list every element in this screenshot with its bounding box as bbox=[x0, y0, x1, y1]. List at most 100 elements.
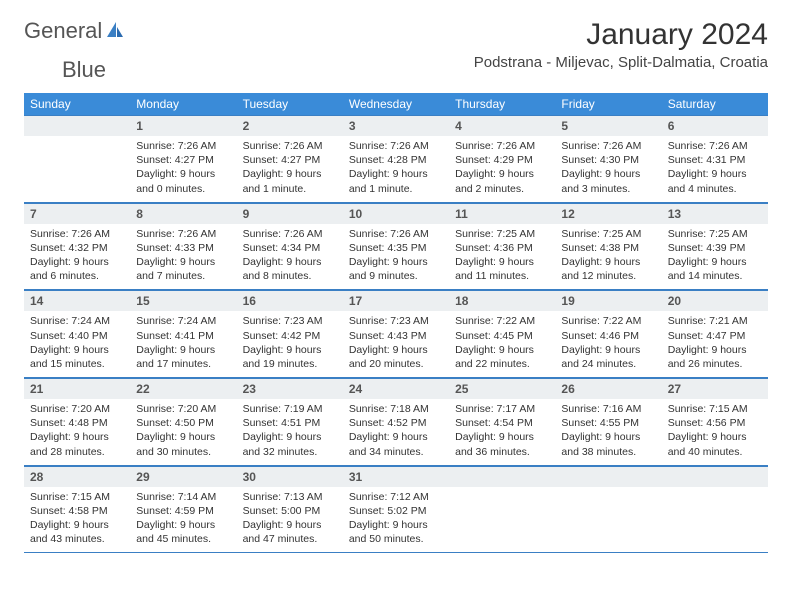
brand-word1: General bbox=[24, 18, 102, 44]
calendar-day-cell: 26Sunrise: 7:16 AMSunset: 4:55 PMDayligh… bbox=[555, 378, 661, 466]
calendar-day-cell: 10Sunrise: 7:26 AMSunset: 4:35 PMDayligh… bbox=[343, 202, 449, 290]
day-detail-line: and 2 minutes. bbox=[455, 182, 549, 196]
day-detail-line: Sunset: 4:58 PM bbox=[30, 504, 124, 518]
day-detail-line: and 22 minutes. bbox=[455, 357, 549, 371]
day-detail-line: Daylight: 9 hours bbox=[349, 255, 443, 269]
day-detail-line: Daylight: 9 hours bbox=[561, 255, 655, 269]
day-body: Sunrise: 7:26 AMSunset: 4:30 PMDaylight:… bbox=[555, 136, 661, 202]
day-number: 1 bbox=[130, 115, 236, 136]
day-number: 27 bbox=[662, 378, 768, 399]
day-body: Sunrise: 7:22 AMSunset: 4:45 PMDaylight:… bbox=[449, 311, 555, 377]
day-detail-line: Sunset: 4:46 PM bbox=[561, 329, 655, 343]
day-body: Sunrise: 7:22 AMSunset: 4:46 PMDaylight:… bbox=[555, 311, 661, 377]
day-detail-line: Sunrise: 7:16 AM bbox=[561, 402, 655, 416]
day-detail-line: Sunrise: 7:18 AM bbox=[349, 402, 443, 416]
day-detail-line: Sunset: 4:41 PM bbox=[136, 329, 230, 343]
calendar-day-cell: 31Sunrise: 7:12 AMSunset: 5:02 PMDayligh… bbox=[343, 465, 449, 553]
day-detail-line: and 17 minutes. bbox=[136, 357, 230, 371]
day-body: Sunrise: 7:15 AMSunset: 4:56 PMDaylight:… bbox=[662, 399, 768, 465]
day-detail-line: Daylight: 9 hours bbox=[668, 255, 762, 269]
weekday-header-row: Sunday Monday Tuesday Wednesday Thursday… bbox=[24, 93, 768, 115]
day-number: 21 bbox=[24, 378, 130, 399]
day-detail-line bbox=[561, 504, 655, 518]
calendar-table: Sunday Monday Tuesday Wednesday Thursday… bbox=[24, 93, 768, 553]
day-detail-line: Sunrise: 7:19 AM bbox=[243, 402, 337, 416]
day-detail-line: and 32 minutes. bbox=[243, 445, 337, 459]
day-detail-line: Sunset: 4:39 PM bbox=[668, 241, 762, 255]
day-detail-line: and 40 minutes. bbox=[668, 445, 762, 459]
day-body: Sunrise: 7:26 AMSunset: 4:33 PMDaylight:… bbox=[130, 224, 236, 290]
day-detail-line: and 38 minutes. bbox=[561, 445, 655, 459]
weekday-header: Thursday bbox=[449, 93, 555, 115]
day-detail-line: Daylight: 9 hours bbox=[30, 518, 124, 532]
day-detail-line: Daylight: 9 hours bbox=[668, 430, 762, 444]
day-body: Sunrise: 7:25 AMSunset: 4:39 PMDaylight:… bbox=[662, 224, 768, 290]
day-detail-line bbox=[561, 490, 655, 504]
day-detail-line: Sunrise: 7:25 AM bbox=[668, 227, 762, 241]
day-number: 26 bbox=[555, 378, 661, 399]
day-detail-line: and 26 minutes. bbox=[668, 357, 762, 371]
day-detail-line: Sunrise: 7:14 AM bbox=[136, 490, 230, 504]
day-detail-line: and 12 minutes. bbox=[561, 269, 655, 283]
calendar-day-cell: 18Sunrise: 7:22 AMSunset: 4:45 PMDayligh… bbox=[449, 290, 555, 378]
day-detail-line: Sunset: 4:51 PM bbox=[243, 416, 337, 430]
day-detail-line: Daylight: 9 hours bbox=[136, 255, 230, 269]
weekday-header: Wednesday bbox=[343, 93, 449, 115]
day-detail-line: Sunset: 4:27 PM bbox=[243, 153, 337, 167]
brand-word2: Blue bbox=[62, 57, 106, 82]
day-detail-line bbox=[30, 182, 124, 196]
weekday-header: Sunday bbox=[24, 93, 130, 115]
day-detail-line bbox=[561, 532, 655, 546]
day-detail-line: Sunrise: 7:21 AM bbox=[668, 314, 762, 328]
day-body: Sunrise: 7:12 AMSunset: 5:02 PMDaylight:… bbox=[343, 487, 449, 553]
day-detail-line bbox=[561, 518, 655, 532]
day-detail-line: Sunrise: 7:22 AM bbox=[455, 314, 549, 328]
day-detail-line bbox=[455, 490, 549, 504]
day-detail-line: and 30 minutes. bbox=[136, 445, 230, 459]
day-detail-line: Daylight: 9 hours bbox=[561, 167, 655, 181]
day-number bbox=[24, 115, 130, 136]
day-body: Sunrise: 7:26 AMSunset: 4:28 PMDaylight:… bbox=[343, 136, 449, 202]
day-body: Sunrise: 7:25 AMSunset: 4:36 PMDaylight:… bbox=[449, 224, 555, 290]
day-number bbox=[555, 466, 661, 487]
day-body: Sunrise: 7:26 AMSunset: 4:27 PMDaylight:… bbox=[237, 136, 343, 202]
day-detail-line: Sunset: 4:36 PM bbox=[455, 241, 549, 255]
day-number: 25 bbox=[449, 378, 555, 399]
day-number: 16 bbox=[237, 290, 343, 311]
calendar-day-cell: 29Sunrise: 7:14 AMSunset: 4:59 PMDayligh… bbox=[130, 465, 236, 553]
day-detail-line: Sunrise: 7:15 AM bbox=[30, 490, 124, 504]
day-detail-line: Sunrise: 7:26 AM bbox=[561, 139, 655, 153]
day-detail-line: Sunset: 4:45 PM bbox=[455, 329, 549, 343]
day-detail-line: Daylight: 9 hours bbox=[30, 255, 124, 269]
day-detail-line: Sunrise: 7:26 AM bbox=[136, 139, 230, 153]
day-detail-line: Sunrise: 7:24 AM bbox=[136, 314, 230, 328]
day-detail-line: Daylight: 9 hours bbox=[561, 343, 655, 357]
day-detail-line: Sunset: 4:59 PM bbox=[136, 504, 230, 518]
day-body: Sunrise: 7:23 AMSunset: 4:42 PMDaylight:… bbox=[237, 311, 343, 377]
day-detail-line: Sunrise: 7:20 AM bbox=[30, 402, 124, 416]
day-body: Sunrise: 7:26 AMSunset: 4:34 PMDaylight:… bbox=[237, 224, 343, 290]
calendar-day-cell bbox=[662, 465, 768, 553]
day-detail-line: Daylight: 9 hours bbox=[349, 343, 443, 357]
calendar-day-cell: 14Sunrise: 7:24 AMSunset: 4:40 PMDayligh… bbox=[24, 290, 130, 378]
day-detail-line bbox=[668, 504, 762, 518]
calendar-week-row: 21Sunrise: 7:20 AMSunset: 4:48 PMDayligh… bbox=[24, 378, 768, 466]
calendar-day-cell: 5Sunrise: 7:26 AMSunset: 4:30 PMDaylight… bbox=[555, 115, 661, 202]
brand-logo: General bbox=[24, 18, 127, 44]
day-body: Sunrise: 7:20 AMSunset: 4:50 PMDaylight:… bbox=[130, 399, 236, 465]
day-detail-line: Daylight: 9 hours bbox=[349, 518, 443, 532]
day-detail-line: Sunset: 4:32 PM bbox=[30, 241, 124, 255]
day-detail-line: and 8 minutes. bbox=[243, 269, 337, 283]
day-body bbox=[555, 487, 661, 553]
day-number: 10 bbox=[343, 203, 449, 224]
day-detail-line bbox=[30, 139, 124, 153]
day-detail-line: Daylight: 9 hours bbox=[668, 343, 762, 357]
day-detail-line bbox=[30, 167, 124, 181]
day-detail-line: and 43 minutes. bbox=[30, 532, 124, 546]
day-number: 14 bbox=[24, 290, 130, 311]
day-body bbox=[24, 136, 130, 202]
day-body: Sunrise: 7:23 AMSunset: 4:43 PMDaylight:… bbox=[343, 311, 449, 377]
day-detail-line bbox=[455, 518, 549, 532]
day-detail-line: Sunrise: 7:26 AM bbox=[455, 139, 549, 153]
day-number: 30 bbox=[237, 466, 343, 487]
